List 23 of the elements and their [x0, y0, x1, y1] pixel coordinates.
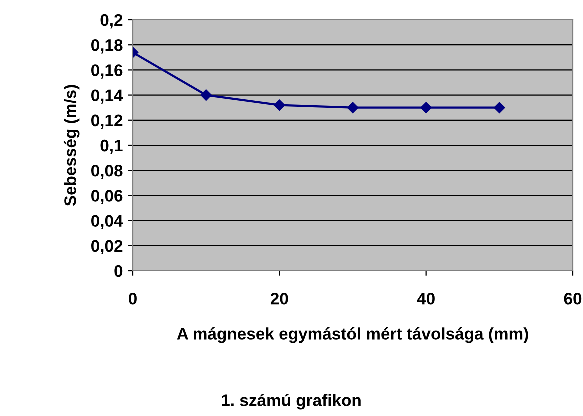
- point: [347, 102, 359, 114]
- y-tick-label: 0,08: [92, 165, 123, 180]
- point: [274, 100, 286, 111]
- y-tick-label: 0,04: [92, 215, 124, 230]
- point: [494, 102, 506, 114]
- x-tick-label: 60: [564, 292, 582, 305]
- y-tick-label: 0,12: [92, 114, 123, 130]
- x-tick-label: 0: [129, 292, 137, 305]
- y-tick-label: 0,14: [92, 90, 124, 104]
- y-tick-label: 0,18: [92, 40, 123, 54]
- y-tick-label: 0,16: [92, 64, 123, 79]
- y-tick-label: 0: [114, 265, 123, 278]
- x-axis-title: A mágnesek egymástól mért távolsága (mm): [177, 328, 528, 344]
- y-tick-label: 0,1: [100, 140, 123, 154]
- y-tick-label: 0,06: [92, 190, 123, 204]
- x-tick-label: 20: [270, 292, 288, 305]
- y-axis-title: Sebesség (m/s): [64, 85, 80, 206]
- point: [200, 90, 212, 101]
- x-tick-label: 40: [417, 292, 435, 305]
- y-tick-label: 0,2: [100, 14, 123, 29]
- point: [420, 102, 432, 114]
- text: 1. számú grafikon: [222, 394, 361, 410]
- y-tick-label: 0,02: [92, 240, 123, 255]
